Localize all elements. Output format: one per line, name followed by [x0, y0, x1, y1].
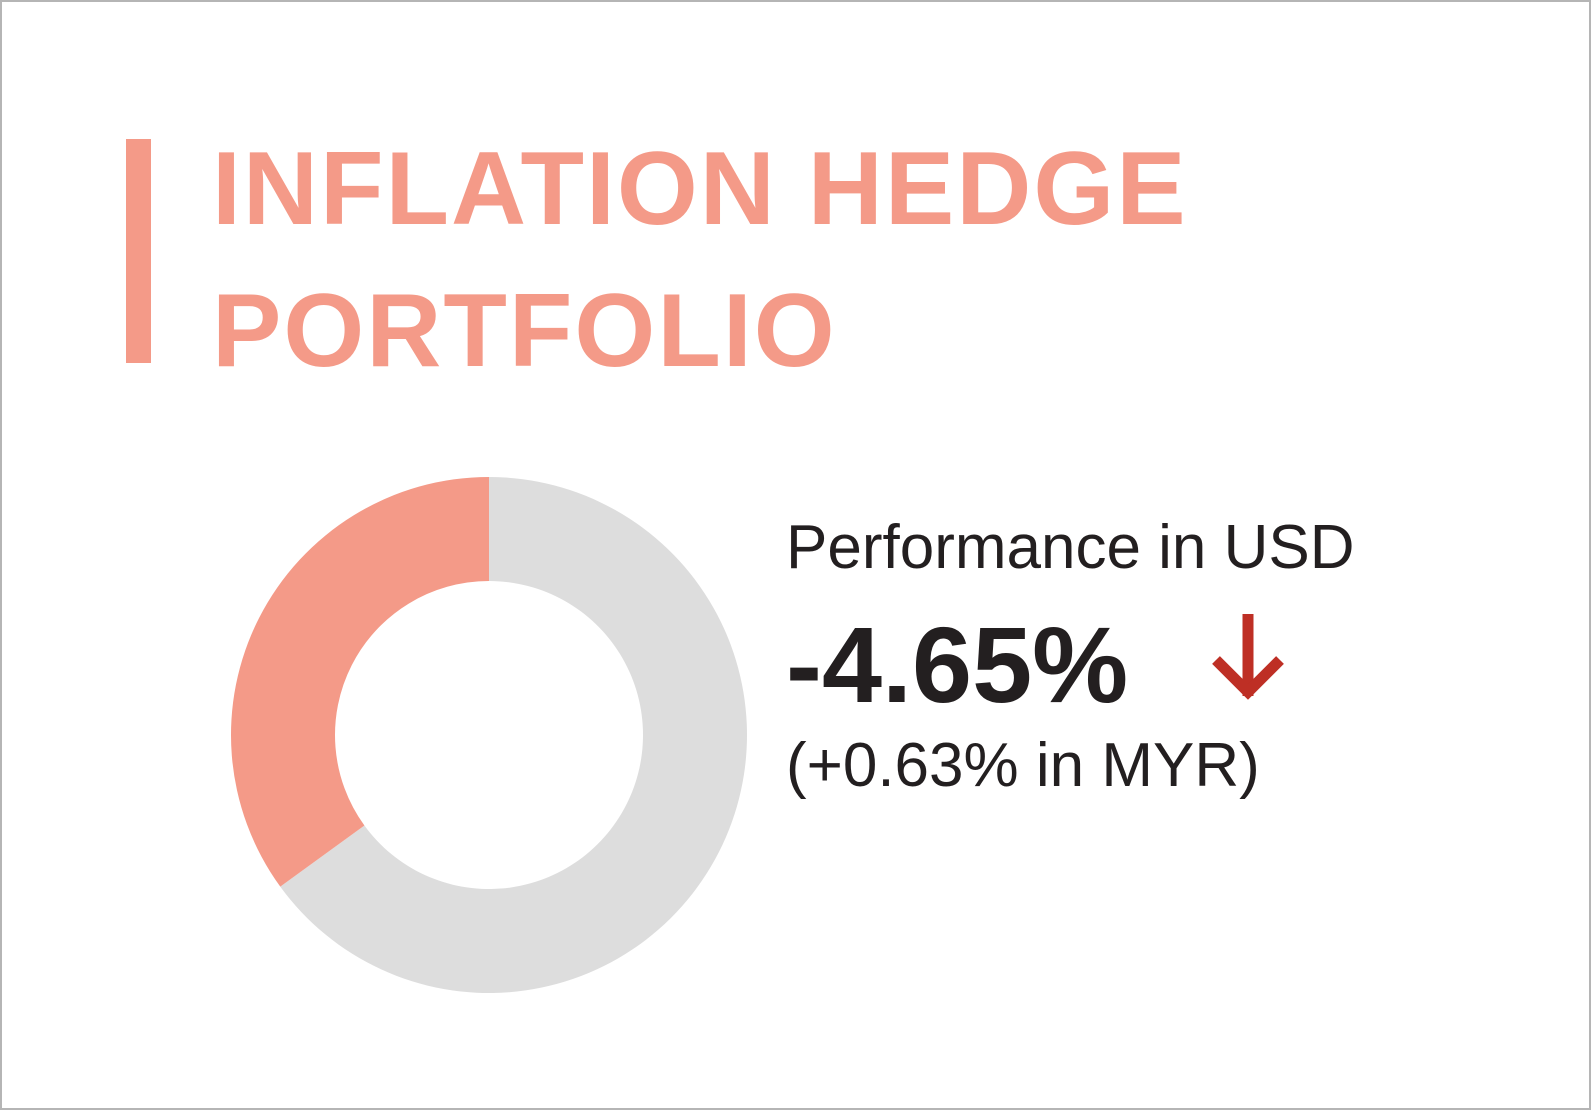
annotation: -4.65% [786, 604, 1129, 725]
donut-segment [280, 477, 747, 994]
annotation: Performance in USD [786, 513, 1355, 582]
arrow-head [1212, 656, 1284, 700]
annotation: (+0.63% in MYR) [786, 731, 1260, 800]
down-arrow-icon [1212, 614, 1284, 700]
chart-title: INFLATION HEDGE PORTFOLIO [212, 131, 1188, 389]
accent-bar [126, 139, 151, 363]
chart [231, 477, 747, 994]
donut-segment [231, 477, 490, 887]
